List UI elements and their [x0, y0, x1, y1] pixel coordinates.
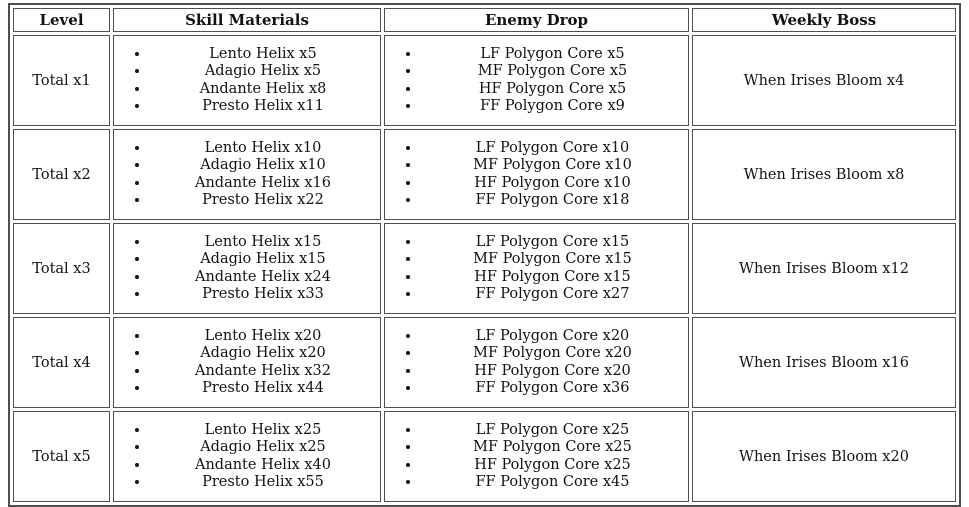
enemy-drop-item: MF Polygon Core x20: [421, 345, 684, 363]
skill-material-item: Lento Helix x10: [150, 140, 376, 158]
table-row: Total x3 Lento Helix x15Adagio Helix x15…: [13, 223, 956, 314]
skill-materials-cell: Lento Helix x15Adagio Helix x15Andante H…: [113, 223, 381, 314]
enemy-drop-item: FF Polygon Core x9: [421, 98, 684, 116]
enemy-drop-item: MF Polygon Core x5: [421, 63, 684, 81]
skill-material-item: Presto Helix x11: [150, 98, 376, 116]
header-skill-materials: Skill Materials: [113, 8, 381, 32]
table-body: Total x1 Lento Helix x5Adagio Helix x5An…: [13, 35, 956, 502]
weekly-boss-cell: When Irises Bloom x12: [692, 223, 956, 314]
skill-material-item: Andante Helix x24: [150, 269, 376, 287]
skill-materials-cell: Lento Helix x20Adagio Helix x20Andante H…: [113, 317, 381, 408]
enemy-drop-list: LF Polygon Core x5MF Polygon Core x5HF P…: [389, 46, 684, 116]
enemy-drop-item: HF Polygon Core x10: [421, 175, 684, 193]
skill-material-item: Presto Helix x33: [150, 286, 376, 304]
skill-material-item: Presto Helix x22: [150, 192, 376, 210]
header-enemy-drop: Enemy Drop: [384, 8, 689, 32]
skill-material-item: Lento Helix x20: [150, 328, 376, 346]
weekly-boss-cell: When Irises Bloom x16: [692, 317, 956, 408]
enemy-drop-item: FF Polygon Core x36: [421, 380, 684, 398]
enemy-drop-item: LF Polygon Core x25: [421, 422, 684, 440]
level-cell: Total x5: [13, 411, 110, 502]
enemy-drop-item: FF Polygon Core x18: [421, 192, 684, 210]
enemy-drop-cell: LF Polygon Core x10MF Polygon Core x10HF…: [384, 129, 689, 220]
skill-material-item: Adagio Helix x10: [150, 157, 376, 175]
weekly-boss-cell: When Irises Bloom x20: [692, 411, 956, 502]
skill-materials-cell: Lento Helix x5Adagio Helix x5Andante Hel…: [113, 35, 381, 126]
skill-materials-list: Lento Helix x5Adagio Helix x5Andante Hel…: [118, 46, 376, 116]
enemy-drop-cell: LF Polygon Core x5MF Polygon Core x5HF P…: [384, 35, 689, 126]
skill-material-item: Adagio Helix x25: [150, 439, 376, 457]
level-materials-table: Level Skill Materials Enemy Drop Weekly …: [8, 3, 961, 507]
enemy-drop-item: LF Polygon Core x10: [421, 140, 684, 158]
header-level: Level: [13, 8, 110, 32]
weekly-boss-cell: When Irises Bloom x8: [692, 129, 956, 220]
skill-material-item: Andante Helix x8: [150, 81, 376, 99]
skill-materials-list: Lento Helix x15Adagio Helix x15Andante H…: [118, 234, 376, 304]
enemy-drop-item: LF Polygon Core x15: [421, 234, 684, 252]
enemy-drop-cell: LF Polygon Core x25MF Polygon Core x25HF…: [384, 411, 689, 502]
skill-materials-list: Lento Helix x25Adagio Helix x25Andante H…: [118, 422, 376, 492]
level-cell: Total x4: [13, 317, 110, 408]
skill-materials-list: Lento Helix x10Adagio Helix x10Andante H…: [118, 140, 376, 210]
enemy-drop-item: HF Polygon Core x20: [421, 363, 684, 381]
skill-material-item: Presto Helix x55: [150, 474, 376, 492]
enemy-drop-list: LF Polygon Core x20MF Polygon Core x20HF…: [389, 328, 684, 398]
enemy-drop-list: LF Polygon Core x15MF Polygon Core x15HF…: [389, 234, 684, 304]
level-cell: Total x3: [13, 223, 110, 314]
header-row: Level Skill Materials Enemy Drop Weekly …: [13, 8, 956, 32]
table-row: Total x4 Lento Helix x20Adagio Helix x20…: [13, 317, 956, 408]
header-weekly-boss: Weekly Boss: [692, 8, 956, 32]
enemy-drop-item: LF Polygon Core x20: [421, 328, 684, 346]
enemy-drop-item: MF Polygon Core x10: [421, 157, 684, 175]
skill-material-item: Lento Helix x15: [150, 234, 376, 252]
enemy-drop-item: MF Polygon Core x15: [421, 251, 684, 269]
enemy-drop-item: MF Polygon Core x25: [421, 439, 684, 457]
enemy-drop-cell: LF Polygon Core x15MF Polygon Core x15HF…: [384, 223, 689, 314]
enemy-drop-item: HF Polygon Core x15: [421, 269, 684, 287]
table-header: Level Skill Materials Enemy Drop Weekly …: [13, 8, 956, 32]
enemy-drop-item: HF Polygon Core x5: [421, 81, 684, 99]
skill-material-item: Andante Helix x16: [150, 175, 376, 193]
table-row: Total x5 Lento Helix x25Adagio Helix x25…: [13, 411, 956, 502]
enemy-drop-item: HF Polygon Core x25: [421, 457, 684, 475]
skill-material-item: Lento Helix x5: [150, 46, 376, 64]
enemy-drop-item: FF Polygon Core x45: [421, 474, 684, 492]
weekly-boss-cell: When Irises Bloom x4: [692, 35, 956, 126]
table-row: Total x2 Lento Helix x10Adagio Helix x10…: [13, 129, 956, 220]
skill-material-item: Andante Helix x40: [150, 457, 376, 475]
enemy-drop-cell: LF Polygon Core x20MF Polygon Core x20HF…: [384, 317, 689, 408]
skill-materials-cell: Lento Helix x25Adagio Helix x25Andante H…: [113, 411, 381, 502]
table-row: Total x1 Lento Helix x5Adagio Helix x5An…: [13, 35, 956, 126]
skill-materials-list: Lento Helix x20Adagio Helix x20Andante H…: [118, 328, 376, 398]
enemy-drop-list: LF Polygon Core x25MF Polygon Core x25HF…: [389, 422, 684, 492]
skill-material-item: Presto Helix x44: [150, 380, 376, 398]
level-cell: Total x1: [13, 35, 110, 126]
skill-materials-cell: Lento Helix x10Adagio Helix x10Andante H…: [113, 129, 381, 220]
enemy-drop-item: LF Polygon Core x5: [421, 46, 684, 64]
level-cell: Total x2: [13, 129, 110, 220]
skill-material-item: Adagio Helix x20: [150, 345, 376, 363]
enemy-drop-item: FF Polygon Core x27: [421, 286, 684, 304]
skill-material-item: Andante Helix x32: [150, 363, 376, 381]
skill-material-item: Adagio Helix x15: [150, 251, 376, 269]
skill-material-item: Lento Helix x25: [150, 422, 376, 440]
enemy-drop-list: LF Polygon Core x10MF Polygon Core x10HF…: [389, 140, 684, 210]
skill-material-item: Adagio Helix x5: [150, 63, 376, 81]
